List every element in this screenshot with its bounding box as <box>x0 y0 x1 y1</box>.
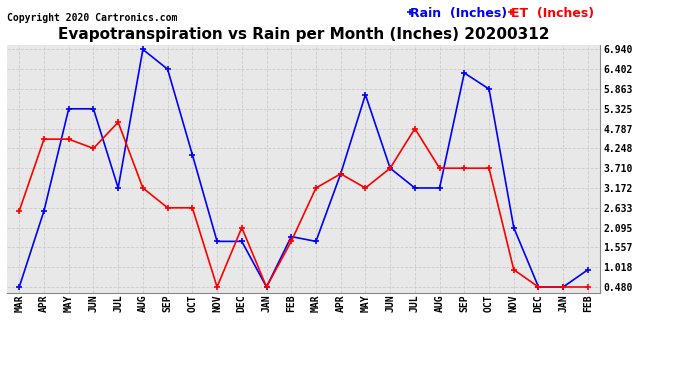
Rain  (Inches) <box>213 239 221 244</box>
ET  (Inches) <box>139 186 147 190</box>
ET  (Inches) <box>584 285 592 289</box>
Rain  (Inches) <box>460 71 469 75</box>
ET  (Inches) <box>15 209 23 213</box>
Rain  (Inches) <box>510 225 518 230</box>
Rain  (Inches) <box>584 267 592 272</box>
ET  (Inches) <box>534 285 542 289</box>
Line: ET  (Inches): ET (Inches) <box>17 120 591 290</box>
ET  (Inches) <box>262 285 270 289</box>
ET  (Inches) <box>460 166 469 171</box>
Rain  (Inches) <box>164 67 172 72</box>
Rain  (Inches) <box>411 186 419 190</box>
Text: Copyright 2020 Cartronics.com: Copyright 2020 Cartronics.com <box>7 13 177 23</box>
ET  (Inches) <box>411 126 419 131</box>
ET  (Inches) <box>435 166 444 171</box>
ET  (Inches) <box>485 166 493 171</box>
ET  (Inches) <box>188 206 197 210</box>
Rain  (Inches) <box>337 172 345 176</box>
ET  (Inches) <box>40 137 48 141</box>
ET  (Inches) <box>287 239 295 244</box>
Rain  (Inches) <box>386 166 394 171</box>
ET  (Inches) <box>65 137 73 141</box>
Rain  (Inches) <box>534 285 542 289</box>
Rain  (Inches) <box>262 285 270 289</box>
Title: Evapotranspiration vs Rain per Month (Inches) 20200312: Evapotranspiration vs Rain per Month (In… <box>58 27 549 42</box>
Rain  (Inches) <box>559 285 567 289</box>
Rain  (Inches) <box>114 186 122 190</box>
Rain  (Inches) <box>65 106 73 111</box>
Rain  (Inches) <box>362 92 370 97</box>
ET  (Inches) <box>213 285 221 289</box>
Rain  (Inches) <box>312 239 320 244</box>
ET  (Inches) <box>559 285 567 289</box>
Rain  (Inches) <box>237 239 246 244</box>
ET  (Inches) <box>510 267 518 272</box>
ET  (Inches) <box>386 166 394 171</box>
Rain  (Inches) <box>435 186 444 190</box>
Rain  (Inches) <box>40 209 48 213</box>
ET  (Inches) <box>164 206 172 210</box>
ET  (Inches) <box>89 146 97 151</box>
Rain  (Inches) <box>89 106 97 111</box>
Rain  (Inches) <box>287 234 295 239</box>
Rain  (Inches) <box>139 47 147 52</box>
Line: Rain  (Inches): Rain (Inches) <box>17 46 591 290</box>
ET  (Inches) <box>337 172 345 176</box>
ET  (Inches) <box>312 186 320 190</box>
ET  (Inches) <box>362 186 370 190</box>
Rain  (Inches) <box>485 87 493 91</box>
Rain  (Inches) <box>188 152 197 157</box>
Rain  (Inches) <box>15 285 23 289</box>
Legend: Rain  (Inches), ET  (Inches): Rain (Inches), ET (Inches) <box>410 7 594 20</box>
ET  (Inches) <box>237 225 246 230</box>
ET  (Inches) <box>114 120 122 124</box>
